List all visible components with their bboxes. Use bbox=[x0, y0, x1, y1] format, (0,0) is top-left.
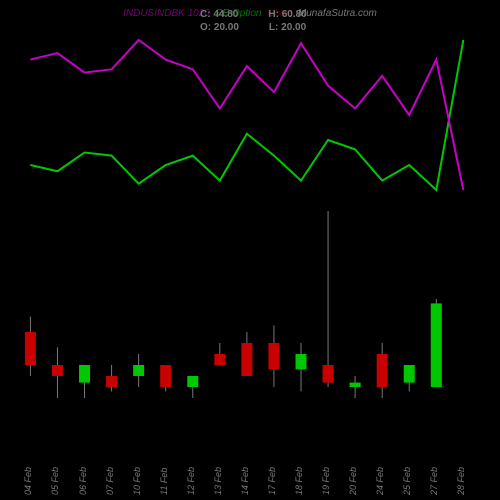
x-axis-tick-label: 27 Feb bbox=[429, 467, 439, 495]
candle-body bbox=[187, 376, 198, 387]
x-axis-tick-label: 18 Feb bbox=[294, 467, 304, 495]
x-axis-tick-label: 20 Feb bbox=[348, 467, 358, 495]
x-axis-tick-label: 07 Feb bbox=[105, 467, 115, 495]
candle-body bbox=[79, 365, 90, 383]
indicator-line-1 bbox=[30, 40, 463, 190]
x-axis-labels: 04 Feb 05 Feb 06 Feb 07 Feb 10 Feb 11 Feb 12 F… bbox=[0, 440, 500, 495]
candle-body bbox=[268, 343, 279, 369]
candle-body bbox=[25, 332, 36, 365]
x-axis-tick-label: 17 Feb bbox=[267, 467, 277, 495]
candle-body bbox=[133, 365, 144, 376]
x-axis-tick-label: 19 Feb bbox=[321, 467, 331, 495]
candle-body bbox=[323, 365, 334, 383]
candle-body bbox=[106, 376, 117, 387]
candle-body bbox=[350, 383, 361, 387]
candle-body bbox=[214, 354, 225, 365]
candle-body bbox=[52, 365, 63, 376]
x-axis-tick-label: 06 Feb bbox=[78, 467, 88, 495]
candle-body bbox=[431, 303, 442, 387]
x-axis-tick-label: 13 Feb bbox=[213, 467, 223, 495]
option-chart: INDUSINDBK 1020 PE Option Chart MunafaSu… bbox=[0, 0, 500, 500]
x-axis-tick-label: 11 Feb bbox=[159, 468, 169, 495]
x-axis-tick-label: 04 Feb bbox=[23, 467, 33, 495]
chart-canvas bbox=[0, 0, 500, 500]
candlestick-series bbox=[25, 211, 442, 398]
indicator-line-2 bbox=[30, 40, 463, 190]
candle-body bbox=[404, 365, 415, 383]
x-axis-tick-label: 28 Feb bbox=[456, 467, 466, 495]
candle-body bbox=[160, 365, 171, 387]
x-axis-tick-label: 25 Feb bbox=[402, 467, 412, 495]
candle-body bbox=[241, 343, 252, 376]
x-axis-tick-label: 05 Feb bbox=[50, 467, 60, 495]
x-axis-tick-label: 12 Feb bbox=[186, 467, 196, 495]
x-axis-tick-label: 14 Feb bbox=[240, 467, 250, 495]
candle-body bbox=[377, 354, 388, 387]
candle-body bbox=[296, 354, 307, 369]
x-axis-tick-label: 10 Feb bbox=[132, 467, 142, 495]
x-axis-tick-label: 24 Feb bbox=[375, 467, 385, 495]
